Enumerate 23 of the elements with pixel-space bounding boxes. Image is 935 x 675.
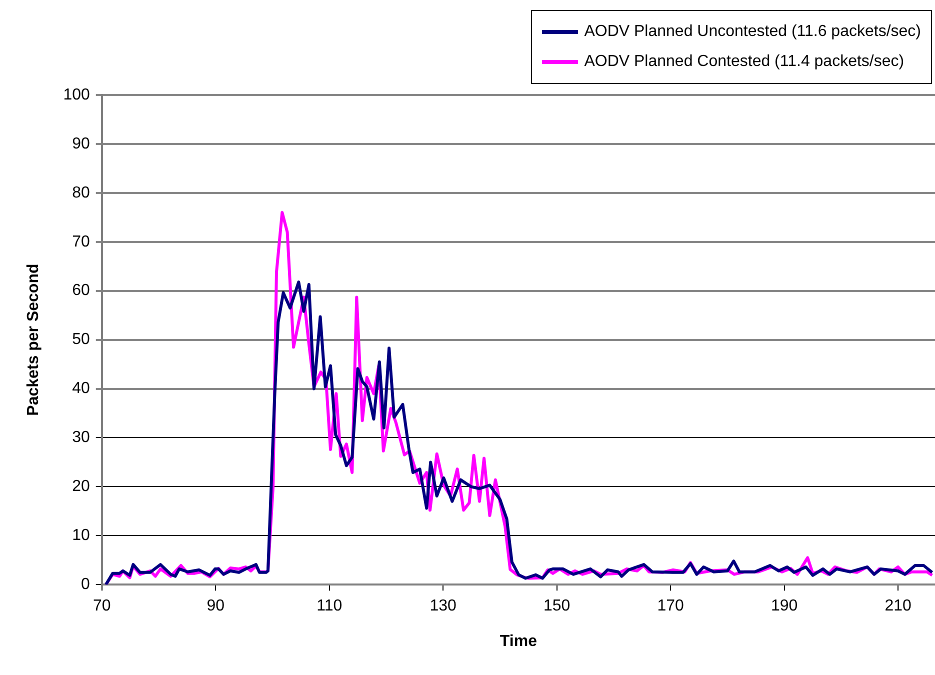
x-tick-label: 130 [430,598,457,615]
y-tick-label: 20 [72,478,90,496]
x-axis-title: Time [500,632,538,650]
x-tick-label: 70 [92,598,111,615]
x-tick-label: 150 [543,598,570,615]
y-tick-label: 0 [80,576,90,594]
y-axis-title: Packets per Second [25,264,42,416]
y-tick-label: 80 [72,184,90,202]
y-tick-label: 90 [72,135,90,152]
y-tick-label: 10 [72,527,90,544]
x-tick-label: 170 [657,598,684,615]
y-tick-label: 70 [72,233,90,250]
x-tick-label: 90 [206,598,225,615]
legend-label: AODV Planned Contested (11.4 packets/sec) [584,53,904,71]
legend-label: AODV Planned Uncontested (11.6 packets/sec) [584,23,921,41]
x-tick-label: 210 [884,598,912,615]
x-tick-label: 110 [316,598,342,615]
y-tick-label: 100 [63,86,90,104]
y-tick-label: 30 [72,429,90,446]
y-tick-label: 60 [72,282,90,300]
y-tick-label: 40 [72,380,90,398]
x-tick-label: 190 [770,598,798,615]
y-tick-label: 50 [72,331,90,348]
